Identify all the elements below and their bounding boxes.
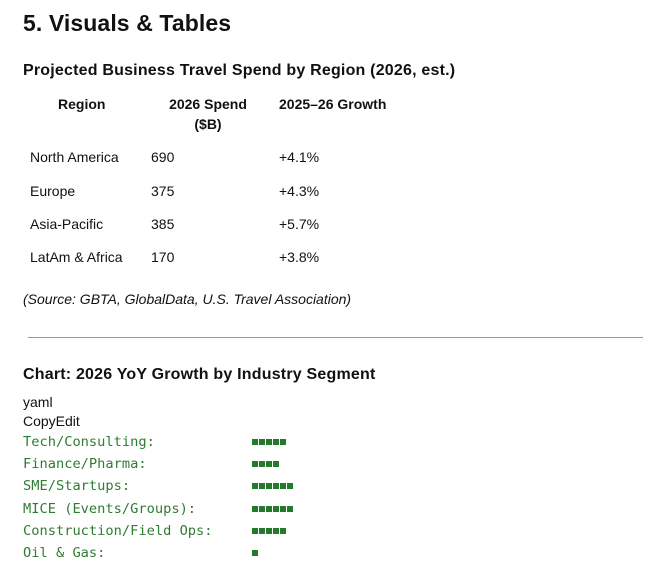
horizontal-divider [28, 337, 643, 338]
category-label: MICE (Events/Groups): [23, 501, 197, 517]
bar-block [266, 506, 272, 512]
category-label: Oil & Gas: [23, 545, 106, 561]
bar-block [280, 528, 286, 534]
bar-block [252, 439, 258, 445]
table-title: Projected Business Travel Spend by Regio… [23, 62, 456, 79]
chart-row: Finance/Pharma: [23, 454, 443, 474]
column-header-region: Region [58, 96, 106, 112]
column-header-growth: 2025–26 Growth [279, 96, 387, 112]
cell-region: Europe [30, 183, 76, 199]
bar-block [280, 483, 286, 489]
value-bar [252, 432, 286, 452]
chart-row: Construction/Field Ops: [23, 521, 443, 541]
bar-block [280, 506, 286, 512]
column-header-spend-line2: ($B) [194, 116, 222, 132]
bar-block [273, 528, 279, 534]
bar-block [273, 506, 279, 512]
cell-region: North America [30, 149, 119, 165]
bar-block [259, 439, 265, 445]
bar-block [259, 483, 265, 489]
cell-region: Asia-Pacific [30, 216, 104, 232]
copy-edit-button[interactable]: CopyEdit [23, 413, 80, 429]
cell-growth: +4.3% [279, 183, 320, 199]
cell-spend: 690 [151, 149, 175, 165]
chart-row: SME/Startups: [23, 476, 443, 496]
bar-block [273, 439, 279, 445]
cell-growth: +4.1% [279, 149, 320, 165]
value-bar [252, 454, 279, 474]
value-bar [252, 543, 258, 563]
value-bar [252, 499, 293, 519]
category-label: Construction/Field Ops: [23, 523, 213, 539]
cell-spend: 375 [151, 183, 175, 199]
bar-block [266, 483, 272, 489]
code-language-label: yaml [23, 394, 53, 410]
bar-block [252, 550, 258, 556]
bar-block [252, 506, 258, 512]
cell-spend: 385 [151, 216, 175, 232]
bar-block [259, 461, 265, 467]
chart-title: Chart: 2026 YoY Growth by Industry Segme… [23, 366, 376, 383]
bar-block [252, 461, 258, 467]
column-header-spend: 2026 Spend ($B) [166, 94, 250, 134]
bar-block [252, 528, 258, 534]
category-label: Finance/Pharma: [23, 456, 147, 472]
table-source-note: (Source: GBTA, GlobalData, U.S. Travel A… [23, 291, 352, 307]
cell-growth: +5.7% [279, 216, 320, 232]
bar-block [259, 528, 265, 534]
value-bar [252, 521, 286, 541]
cell-growth: +3.8% [279, 249, 320, 265]
category-label: SME/Startups: [23, 478, 131, 494]
bar-block [266, 461, 272, 467]
bar-block [266, 439, 272, 445]
category-label: Tech/Consulting: [23, 434, 155, 450]
bar-block [287, 506, 293, 512]
value-bar [252, 476, 293, 496]
chart-row: MICE (Events/Groups): [23, 499, 443, 519]
bar-block [252, 483, 258, 489]
chart-row: Oil & Gas: [23, 543, 443, 563]
column-header-spend-line1: 2026 Spend [169, 96, 247, 112]
bar-block [280, 439, 286, 445]
section-title: 5. Visuals & Tables [23, 10, 232, 36]
bar-block [287, 483, 293, 489]
cell-region: LatAm & Africa [30, 249, 123, 265]
bar-block [273, 461, 279, 467]
cell-spend: 170 [151, 249, 175, 265]
chart-row: Tech/Consulting: [23, 432, 443, 452]
bar-block [273, 483, 279, 489]
bar-block [259, 506, 265, 512]
bar-block [266, 528, 272, 534]
